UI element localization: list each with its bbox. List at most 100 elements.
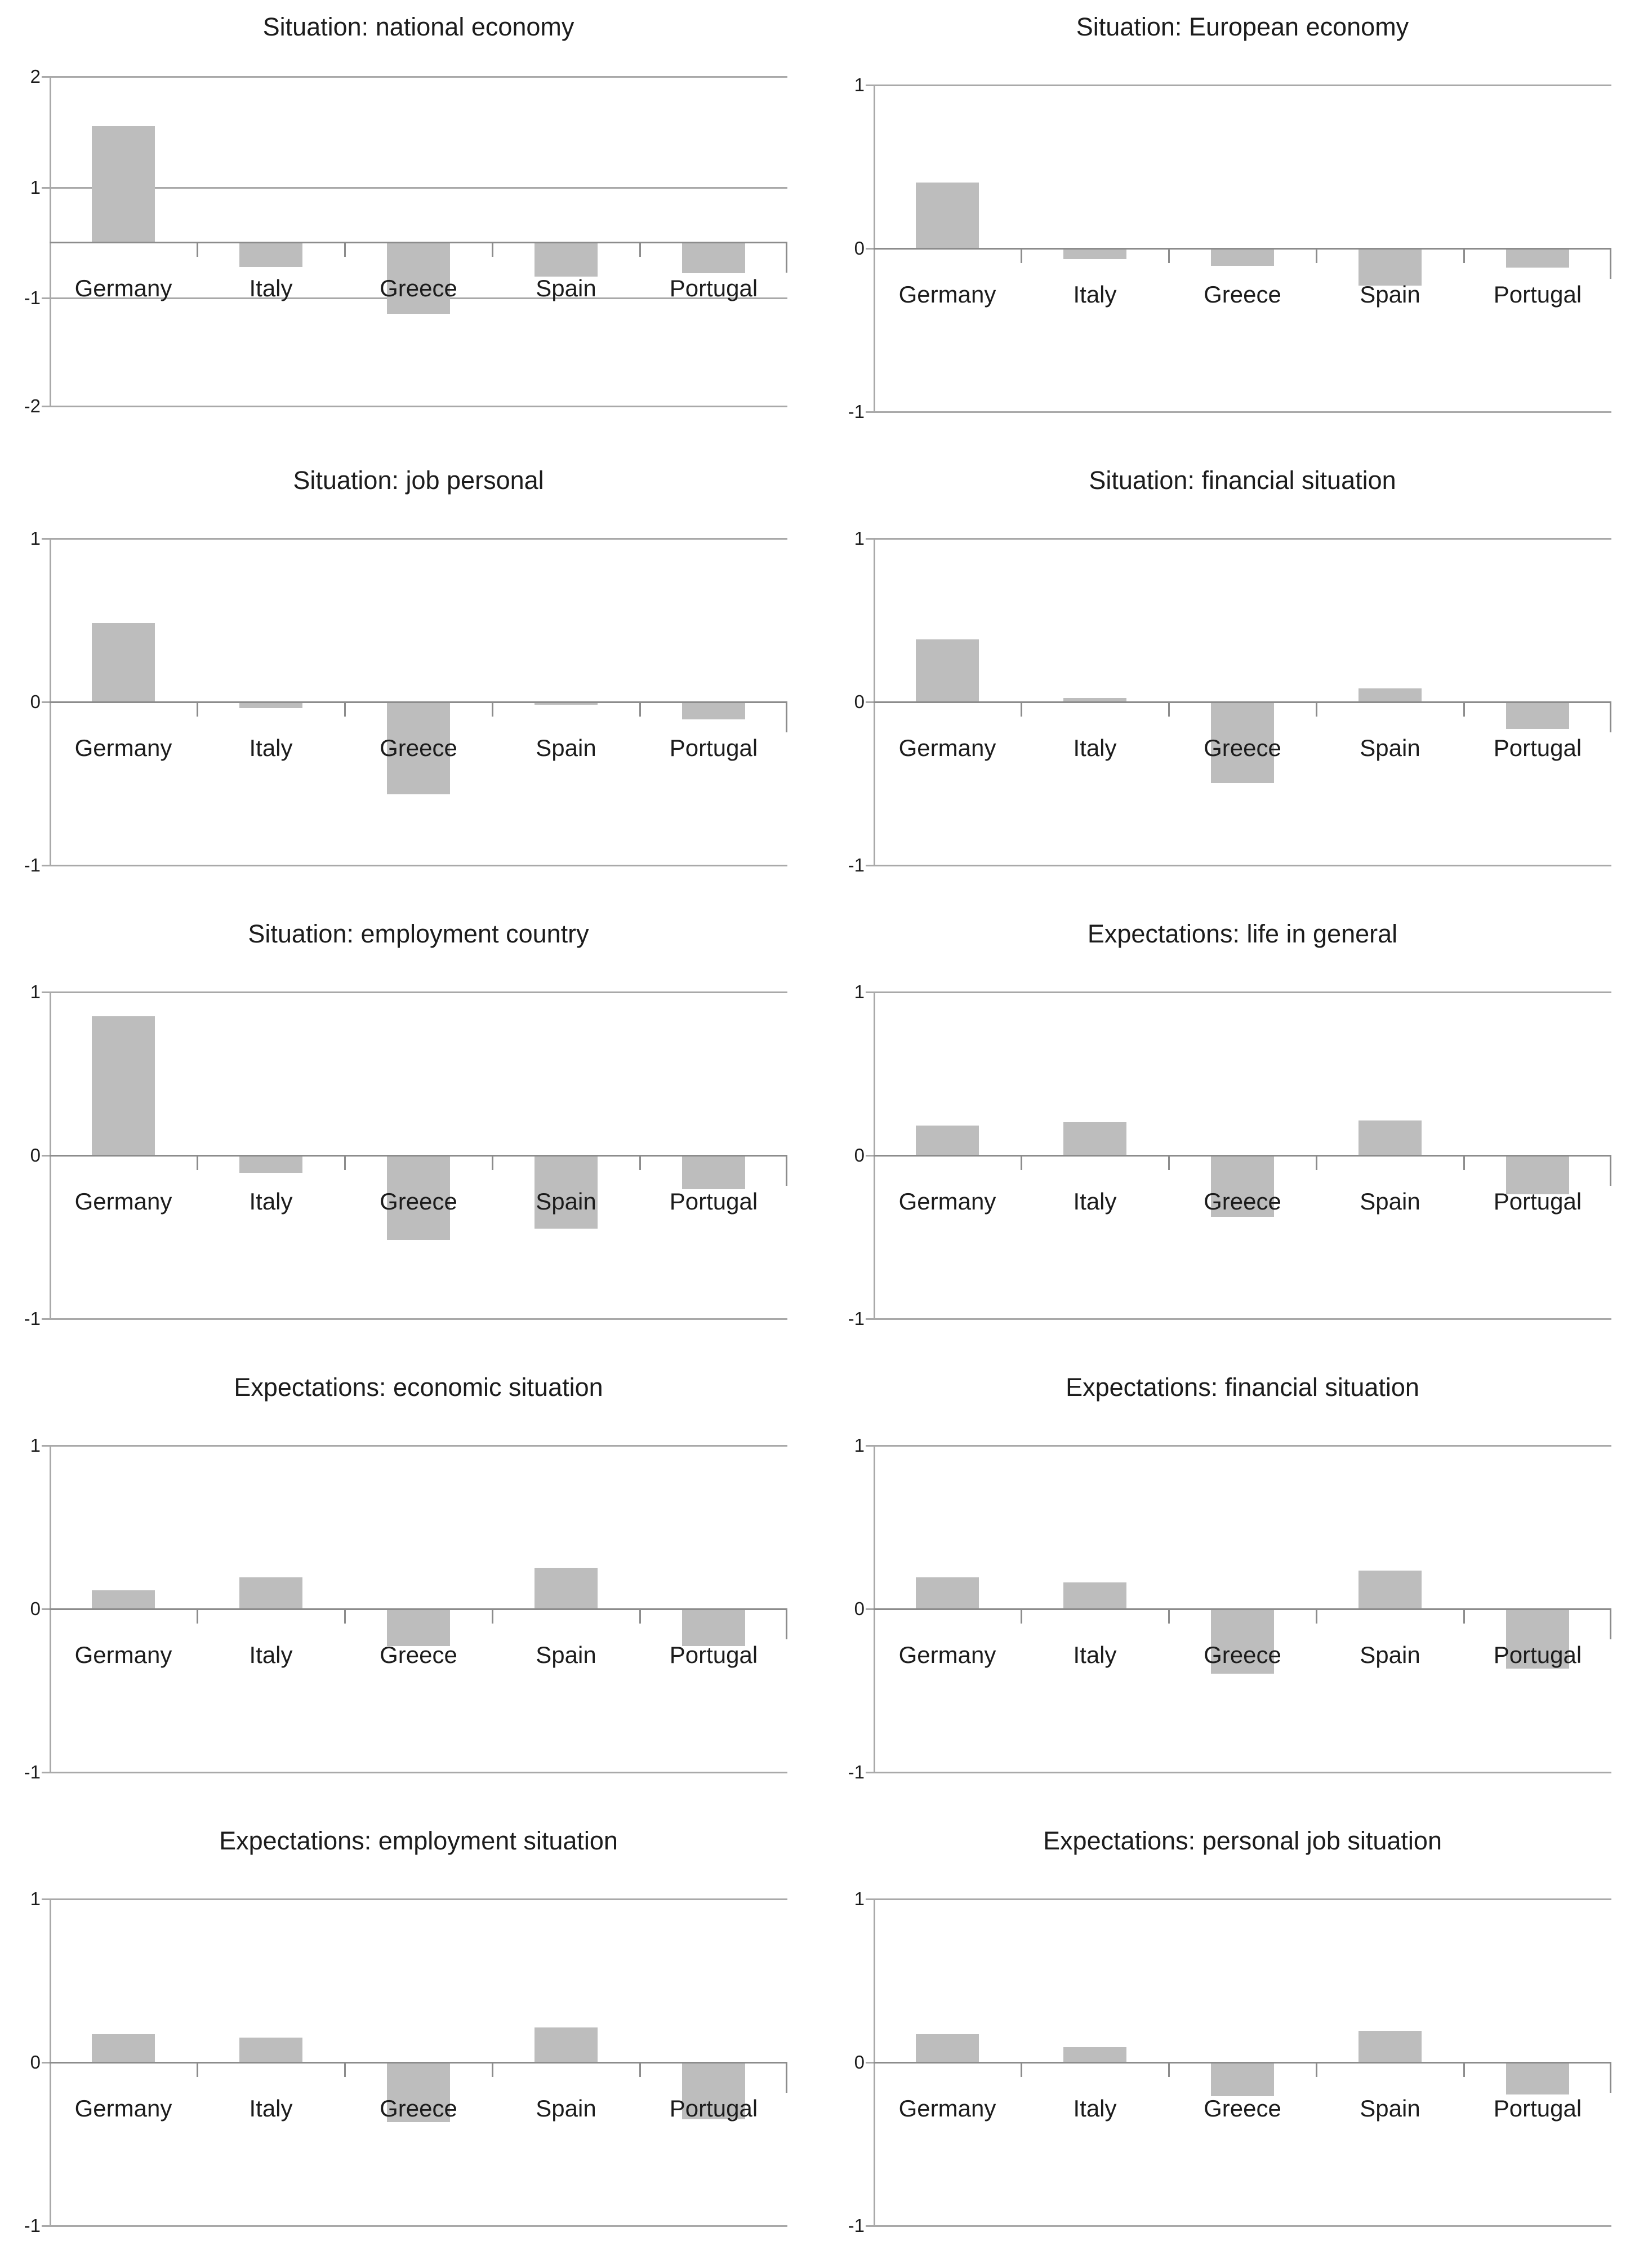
y-axis-label: 1 bbox=[30, 1435, 41, 1456]
y-axis-tick bbox=[866, 2225, 874, 2227]
category-label: Italy bbox=[249, 275, 293, 301]
category-label: Spain bbox=[1360, 735, 1420, 761]
y-axis-tick bbox=[42, 1155, 50, 1157]
y-axis-tick bbox=[866, 1318, 874, 1320]
y-axis-label: 2 bbox=[30, 66, 41, 87]
x-axis-tick bbox=[639, 243, 641, 257]
y-axis-label: 0 bbox=[30, 1145, 41, 1166]
gridline bbox=[50, 187, 787, 189]
category-label: Spain bbox=[536, 1188, 596, 1215]
x-axis-end-tick bbox=[1610, 1610, 1611, 1639]
chart-panel: Expectations: employment situation 1 0 -1 Ge… bbox=[0, 1814, 824, 2267]
bar bbox=[1506, 2064, 1569, 2094]
y-axis-tick bbox=[866, 1772, 874, 1773]
x-axis-tick bbox=[197, 2064, 198, 2077]
x-axis-line bbox=[874, 248, 1611, 250]
category-label: Italy bbox=[249, 1188, 293, 1215]
category-label: Germany bbox=[898, 1642, 996, 1668]
category-label: Greece bbox=[1204, 735, 1281, 761]
category-label: Italy bbox=[249, 2095, 293, 2122]
y-axis-tick bbox=[866, 1898, 874, 1900]
bar bbox=[535, 1157, 598, 1229]
bar bbox=[239, 1577, 302, 1608]
category-label: Germany bbox=[898, 2095, 996, 2122]
x-axis-line bbox=[874, 2062, 1611, 2064]
bar bbox=[916, 639, 979, 701]
bar bbox=[92, 1590, 155, 1608]
category-label: Italy bbox=[1073, 1642, 1117, 1668]
x-axis-tick bbox=[1463, 1610, 1465, 1624]
x-axis-tick bbox=[492, 1157, 493, 1170]
y-axis-label: 0 bbox=[854, 238, 865, 259]
x-axis-tick bbox=[197, 1157, 198, 1170]
y-axis-label: 0 bbox=[854, 1598, 865, 1619]
category-label: Italy bbox=[249, 735, 293, 761]
chart-title: Expectations: personal job situation bbox=[1043, 1826, 1442, 1855]
x-axis-tick bbox=[1168, 703, 1170, 717]
bar bbox=[535, 2027, 598, 2062]
x-axis-tick bbox=[1168, 1610, 1170, 1624]
x-axis-tick bbox=[1021, 2064, 1022, 2077]
x-axis-end-tick bbox=[1610, 1157, 1611, 1186]
category-label: Portugal bbox=[669, 2095, 758, 2122]
category-label: Greece bbox=[1204, 1642, 1281, 1668]
bar bbox=[1211, 703, 1274, 783]
y-axis-tick bbox=[42, 187, 50, 189]
x-axis-tick bbox=[1463, 703, 1465, 717]
bar bbox=[1211, 2064, 1274, 2096]
y-axis-label: -1 bbox=[24, 855, 41, 875]
y-axis-label: 1 bbox=[854, 1435, 865, 1456]
y-axis-tick bbox=[42, 297, 50, 299]
chart-title: Situation: financial situation bbox=[1089, 466, 1396, 495]
category-label: Greece bbox=[1204, 1188, 1281, 1215]
gridline bbox=[874, 1318, 1611, 1320]
bar bbox=[387, 1610, 450, 1646]
x-axis-tick bbox=[639, 1157, 641, 1170]
x-axis-tick bbox=[1021, 703, 1022, 717]
x-axis-end-tick bbox=[786, 243, 787, 273]
category-label: Greece bbox=[380, 1642, 457, 1668]
x-axis-line bbox=[874, 1608, 1611, 1610]
x-axis-tick bbox=[1316, 1610, 1317, 1624]
y-axis-label: -1 bbox=[848, 855, 865, 875]
bar bbox=[1063, 698, 1126, 701]
x-axis-tick bbox=[344, 703, 346, 717]
category-label: Spain bbox=[536, 275, 596, 301]
bar bbox=[92, 622, 155, 701]
y-axis-label: 0 bbox=[854, 691, 865, 712]
bar bbox=[1359, 2030, 1422, 2062]
x-axis-line bbox=[50, 1155, 787, 1157]
category-label: Germany bbox=[898, 281, 996, 308]
category-label: Spain bbox=[1360, 281, 1420, 308]
bar bbox=[239, 2037, 302, 2062]
x-axis-tick bbox=[344, 1610, 346, 1624]
category-label: Germany bbox=[74, 2095, 172, 2122]
y-axis-label: 0 bbox=[30, 2052, 41, 2073]
category-label: Portugal bbox=[669, 735, 758, 761]
x-axis-line bbox=[50, 242, 787, 243]
bar bbox=[1359, 1571, 1422, 1608]
bar bbox=[535, 1567, 598, 1608]
category-label: Italy bbox=[1073, 281, 1117, 308]
category-label: Italy bbox=[1073, 2095, 1117, 2122]
bar bbox=[239, 243, 302, 267]
category-label: Portugal bbox=[1493, 1642, 1582, 1668]
category-label: Greece bbox=[380, 735, 457, 761]
y-axis-label: -1 bbox=[848, 401, 865, 422]
bar bbox=[387, 703, 450, 795]
x-axis-tick bbox=[1463, 1157, 1465, 1170]
x-axis-tick bbox=[1316, 703, 1317, 717]
bar bbox=[1211, 250, 1274, 266]
category-label: Germany bbox=[74, 1642, 172, 1668]
gridline bbox=[50, 865, 787, 866]
category-label: Portugal bbox=[1493, 735, 1582, 761]
category-label: Portugal bbox=[1493, 2095, 1582, 2122]
gridline bbox=[874, 411, 1611, 413]
x-axis-tick bbox=[1168, 1157, 1170, 1170]
bar bbox=[92, 2034, 155, 2062]
x-axis-tick bbox=[1463, 2064, 1465, 2077]
y-axis-label: -1 bbox=[848, 1762, 865, 1782]
gridline bbox=[50, 1898, 787, 1900]
y-axis-tick bbox=[866, 1445, 874, 1447]
x-axis-line bbox=[874, 701, 1611, 703]
